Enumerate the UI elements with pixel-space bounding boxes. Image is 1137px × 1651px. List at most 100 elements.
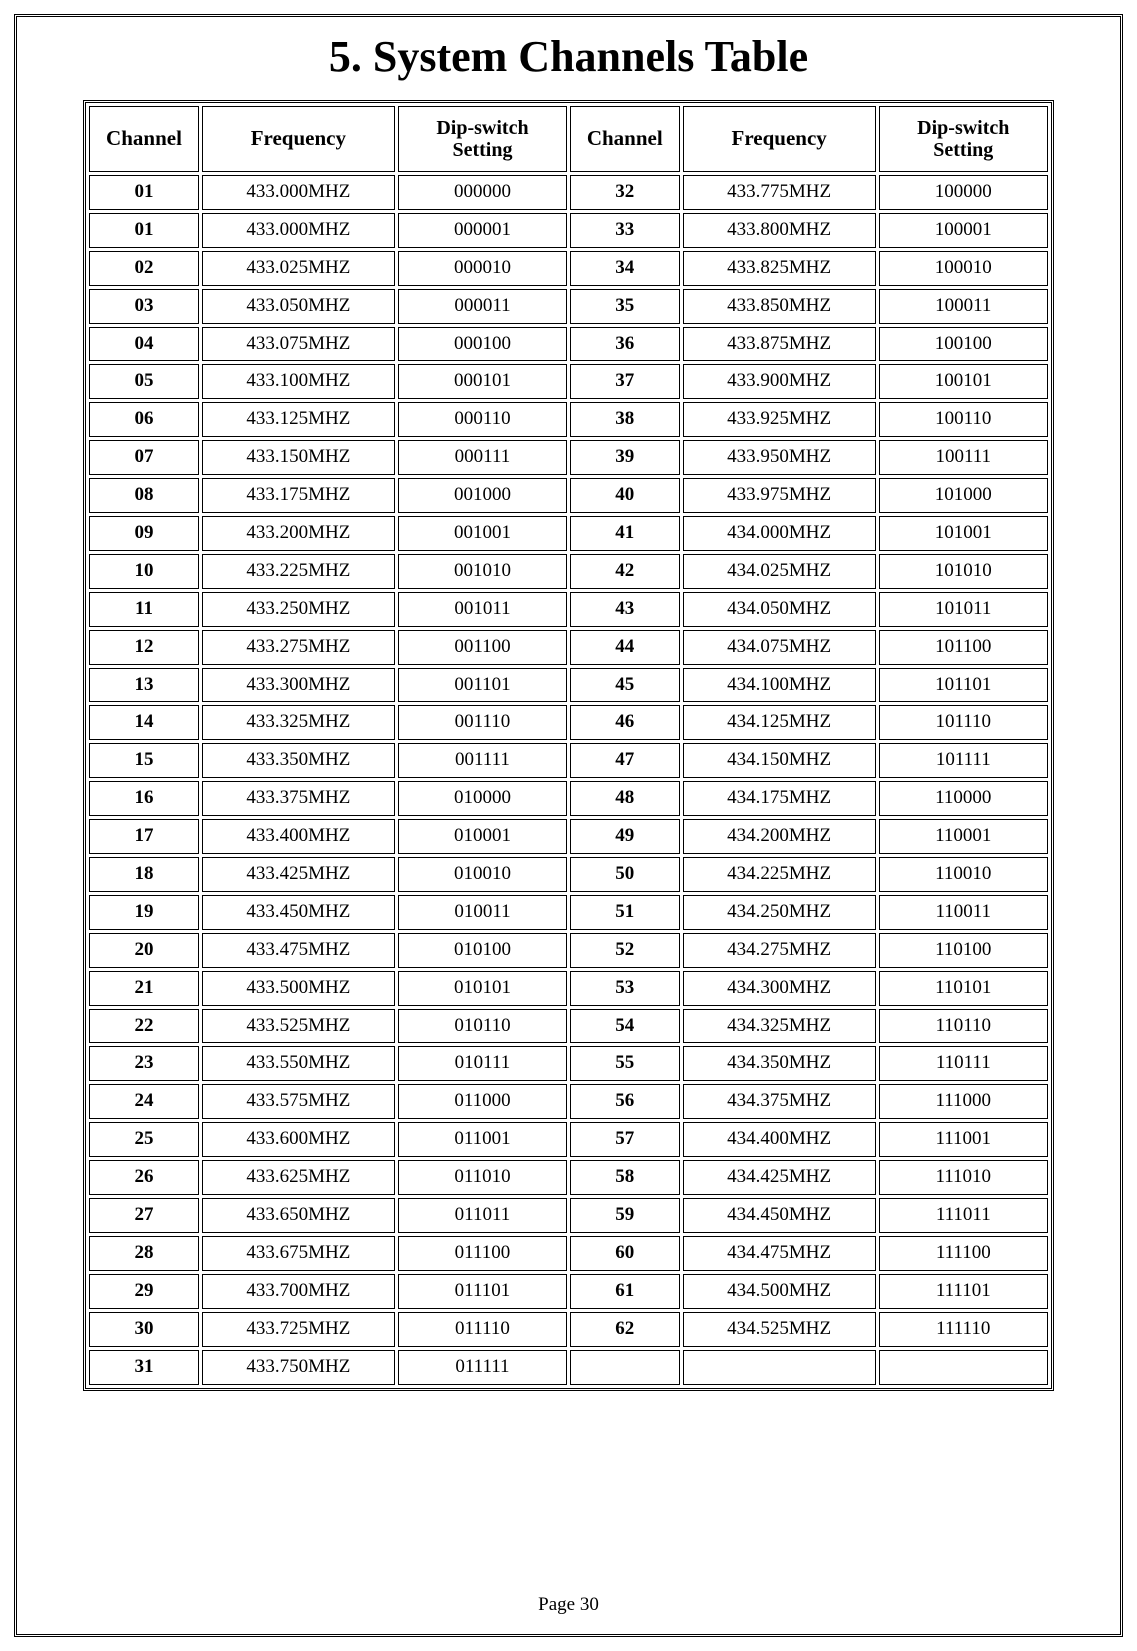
cell-frequency-left: 433.400MHZ bbox=[202, 819, 395, 854]
cell-dipswitch-left: 011110 bbox=[398, 1312, 567, 1347]
cell-channel-right: 34 bbox=[570, 251, 680, 286]
table-row: 07433.150MHZ00011139433.950MHZ100111 bbox=[89, 440, 1048, 475]
table-row: 22433.525MHZ01011054434.325MHZ110110 bbox=[89, 1009, 1048, 1044]
cell-frequency-left: 433.000MHZ bbox=[202, 213, 395, 248]
cell-dipswitch-left: 011010 bbox=[398, 1160, 567, 1195]
cell-dipswitch-left: 010100 bbox=[398, 933, 567, 968]
cell-frequency-left: 433.125MHZ bbox=[202, 402, 395, 437]
cell-dipswitch-right: 110101 bbox=[879, 971, 1048, 1006]
cell-channel-left: 24 bbox=[89, 1084, 199, 1119]
cell-dipswitch-left: 000111 bbox=[398, 440, 567, 475]
cell-frequency-right: 434.000MHZ bbox=[683, 516, 876, 551]
cell-frequency-left: 433.100MHZ bbox=[202, 364, 395, 399]
cell-frequency-right: 433.975MHZ bbox=[683, 478, 876, 513]
cell-channel-right: 54 bbox=[570, 1009, 680, 1044]
cell-frequency-right: 433.875MHZ bbox=[683, 327, 876, 362]
cell-channel-right: 44 bbox=[570, 630, 680, 665]
table-row: 12433.275MHZ00110044434.075MHZ101100 bbox=[89, 630, 1048, 665]
cell-channel-right: 32 bbox=[570, 175, 680, 210]
cell-channel-right: 60 bbox=[570, 1236, 680, 1271]
cell-dipswitch-left: 010110 bbox=[398, 1009, 567, 1044]
cell-frequency-left: 433.300MHZ bbox=[202, 668, 395, 703]
table-row: 21433.500MHZ01010153434.300MHZ110101 bbox=[89, 971, 1048, 1006]
cell-frequency-left: 433.550MHZ bbox=[202, 1046, 395, 1081]
cell-frequency-right bbox=[683, 1350, 876, 1385]
cell-frequency-left: 433.025MHZ bbox=[202, 251, 395, 286]
cell-frequency-right: 433.900MHZ bbox=[683, 364, 876, 399]
cell-channel-left: 31 bbox=[89, 1350, 199, 1385]
cell-dipswitch-left: 010011 bbox=[398, 895, 567, 930]
cell-frequency-right: 433.950MHZ bbox=[683, 440, 876, 475]
table-row: 13433.300MHZ00110145434.100MHZ101101 bbox=[89, 668, 1048, 703]
cell-dipswitch-right: 110010 bbox=[879, 857, 1048, 892]
cell-dipswitch-left: 011001 bbox=[398, 1122, 567, 1157]
cell-frequency-right: 434.300MHZ bbox=[683, 971, 876, 1006]
cell-frequency-left: 433.500MHZ bbox=[202, 971, 395, 1006]
cell-channel-right: 43 bbox=[570, 592, 680, 627]
cell-channel-right: 41 bbox=[570, 516, 680, 551]
cell-channel-left: 25 bbox=[89, 1122, 199, 1157]
cell-channel-left: 06 bbox=[89, 402, 199, 437]
cell-frequency-left: 433.050MHZ bbox=[202, 289, 395, 324]
cell-channel-right: 39 bbox=[570, 440, 680, 475]
table-row: 14433.325MHZ00111046434.125MHZ101110 bbox=[89, 705, 1048, 740]
cell-channel-left: 28 bbox=[89, 1236, 199, 1271]
cell-channel-left: 17 bbox=[89, 819, 199, 854]
cell-channel-right: 55 bbox=[570, 1046, 680, 1081]
cell-channel-right: 37 bbox=[570, 364, 680, 399]
cell-dipswitch-left: 001101 bbox=[398, 668, 567, 703]
col-dipswitch-right: Dip-switchSetting bbox=[879, 106, 1048, 172]
cell-dipswitch-left: 001111 bbox=[398, 743, 567, 778]
cell-channel-right: 42 bbox=[570, 554, 680, 589]
cell-frequency-right: 434.475MHZ bbox=[683, 1236, 876, 1271]
cell-channel-right: 61 bbox=[570, 1274, 680, 1309]
cell-frequency-right: 434.350MHZ bbox=[683, 1046, 876, 1081]
cell-channel-right: 47 bbox=[570, 743, 680, 778]
cell-dipswitch-right: 101010 bbox=[879, 554, 1048, 589]
cell-dipswitch-right: 101001 bbox=[879, 516, 1048, 551]
cell-channel-right: 52 bbox=[570, 933, 680, 968]
cell-frequency-left: 433.325MHZ bbox=[202, 705, 395, 740]
cell-frequency-left: 433.475MHZ bbox=[202, 933, 395, 968]
cell-channel-right: 35 bbox=[570, 289, 680, 324]
cell-dipswitch-right: 111011 bbox=[879, 1198, 1048, 1233]
cell-dipswitch-left: 011011 bbox=[398, 1198, 567, 1233]
cell-channel-right: 46 bbox=[570, 705, 680, 740]
cell-frequency-right: 434.500MHZ bbox=[683, 1274, 876, 1309]
cell-channel-right: 45 bbox=[570, 668, 680, 703]
table-row: 02433.025MHZ00001034433.825MHZ100010 bbox=[89, 251, 1048, 286]
cell-channel-left: 01 bbox=[89, 175, 199, 210]
cell-channel-left: 07 bbox=[89, 440, 199, 475]
table-row: 29433.700MHZ01110161434.500MHZ111101 bbox=[89, 1274, 1048, 1309]
cell-dipswitch-right: 101101 bbox=[879, 668, 1048, 703]
cell-dipswitch-left: 011111 bbox=[398, 1350, 567, 1385]
col-dipswitch-left: Dip-switchSetting bbox=[398, 106, 567, 172]
table-row: 09433.200MHZ00100141434.000MHZ101001 bbox=[89, 516, 1048, 551]
cell-channel-left: 04 bbox=[89, 327, 199, 362]
cell-frequency-left: 433.350MHZ bbox=[202, 743, 395, 778]
cell-channel-right: 58 bbox=[570, 1160, 680, 1195]
col-channel-left: Channel bbox=[89, 106, 199, 172]
cell-frequency-right: 434.150MHZ bbox=[683, 743, 876, 778]
cell-channel-right: 57 bbox=[570, 1122, 680, 1157]
cell-channel-left: 30 bbox=[89, 1312, 199, 1347]
cell-channel-left: 21 bbox=[89, 971, 199, 1006]
cell-dipswitch-left: 011100 bbox=[398, 1236, 567, 1271]
cell-channel-left: 20 bbox=[89, 933, 199, 968]
page-border: 5. System Channels Table Channel Frequen… bbox=[14, 14, 1123, 1637]
cell-frequency-left: 433.425MHZ bbox=[202, 857, 395, 892]
col-frequency-right: Frequency bbox=[683, 106, 876, 172]
cell-dipswitch-right: 100001 bbox=[879, 213, 1048, 248]
cell-channel-left: 11 bbox=[89, 592, 199, 627]
cell-dipswitch-right: 110111 bbox=[879, 1046, 1048, 1081]
cell-dipswitch-right: 111000 bbox=[879, 1084, 1048, 1119]
cell-frequency-right: 434.175MHZ bbox=[683, 781, 876, 816]
table-row: 10433.225MHZ00101042434.025MHZ101010 bbox=[89, 554, 1048, 589]
cell-channel-left: 19 bbox=[89, 895, 199, 930]
cell-dipswitch-left: 001000 bbox=[398, 478, 567, 513]
col-channel-right: Channel bbox=[570, 106, 680, 172]
table-row: 30433.725MHZ01111062434.525MHZ111110 bbox=[89, 1312, 1048, 1347]
table-body: 01433.000MHZ00000032433.775MHZ1000000143… bbox=[89, 175, 1048, 1385]
cell-frequency-left: 433.250MHZ bbox=[202, 592, 395, 627]
cell-channel-left: 26 bbox=[89, 1160, 199, 1195]
